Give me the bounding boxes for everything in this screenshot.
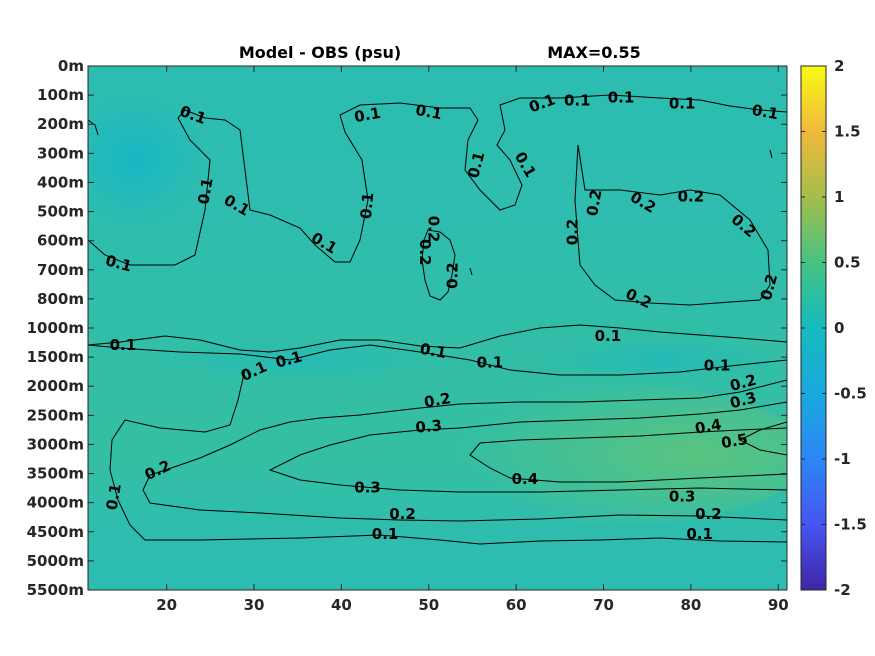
contour-label: 0.1: [608, 89, 635, 107]
y-tick-label: 4500m: [27, 523, 84, 541]
contour-label: 0.2: [563, 219, 581, 246]
contour-label: 0.1: [751, 101, 780, 123]
contour-label: 0.1: [669, 94, 696, 112]
contour-0.1-band-lower: [88, 344, 787, 376]
contour-label: 0.1: [564, 91, 591, 109]
contour-label: 0.2: [583, 188, 605, 217]
contour-label: 0.3: [415, 416, 443, 436]
contour-0.3-deep: [268, 401, 787, 493]
colorbar-tick-label: 1: [834, 188, 844, 206]
x-tick-label: 30: [244, 596, 265, 614]
contour-0.2-east: [574, 144, 771, 306]
y-tick-label: 2500m: [27, 406, 84, 424]
contour-label: 0.2: [695, 505, 722, 523]
colorbar: [800, 65, 827, 591]
contour-0.1-deep: [109, 369, 787, 545]
y-tick-label: 3000m: [27, 435, 84, 453]
x-tick-label: 80: [680, 596, 701, 614]
contour-label: 0.1: [372, 525, 399, 543]
contour-0.2-stub: [469, 267, 473, 276]
y-tick-label: 600m: [37, 232, 84, 250]
contour-0.1-left-lobe: [88, 94, 787, 266]
colorbar-tick-label: 1.5: [834, 123, 861, 141]
contour-label: 0.1: [419, 340, 448, 362]
contour-label: 0.1: [357, 192, 377, 220]
contour-0.1-band-upper: [88, 324, 787, 353]
x-tick-label: 50: [418, 596, 439, 614]
contour-0.2-deep: [142, 379, 787, 522]
y-axis: 0m 100m 200m 300m 400m 500m 600m 700m 800m 1000m 1…: [27, 57, 787, 599]
contour-label: 0.2: [423, 389, 452, 411]
contour-label: 0.2: [389, 505, 416, 523]
y-tick-label: 1500m: [27, 348, 84, 366]
contour-label: 0.1: [103, 482, 125, 511]
contour-label: 0.4: [512, 470, 539, 488]
x-tick-label: 20: [156, 596, 177, 614]
y-tick-label: 5500m: [27, 581, 84, 599]
y-tick-label: 800m: [37, 290, 84, 308]
chart-title-right: MAX=0.55: [547, 43, 641, 62]
contour-label: 0.3: [354, 479, 381, 497]
contour-label: 0.1: [686, 525, 713, 543]
y-tick-label: 300m: [37, 144, 84, 162]
colorbar-tick-label: 2: [834, 57, 844, 75]
contour-label: 0.1: [595, 327, 622, 345]
contour-label: 0.2: [678, 188, 705, 206]
contour-label: 0.5: [720, 430, 749, 452]
contour-label: 0.2: [416, 239, 434, 266]
contour-label: 0.1: [110, 336, 137, 354]
colorbar-tick-label: -2: [834, 581, 851, 599]
y-tick-label: 100m: [37, 86, 84, 104]
contour-label: 0.1: [194, 176, 216, 205]
y-tick-label: 1000m: [27, 319, 84, 337]
contour-label: 0.4: [694, 415, 723, 437]
contour-0.2-small: [421, 229, 456, 301]
colorbar-tick-label: -1: [834, 450, 851, 468]
x-tick-label: 40: [331, 596, 352, 614]
x-tick-label: 90: [768, 596, 789, 614]
y-tick-label: 0m: [58, 57, 84, 75]
x-tick-label: 70: [593, 596, 614, 614]
contour-label: 0.2: [425, 216, 443, 243]
y-tick-label: 3500m: [27, 465, 84, 483]
contour-0.1-stub: [769, 149, 773, 159]
plot-area: [88, 66, 787, 590]
y-tick-label: 400m: [37, 173, 84, 191]
contour-label: 0.2: [444, 262, 462, 289]
y-tick-label: 700m: [37, 261, 84, 279]
chart-title-left: Model - OBS (psu): [239, 43, 401, 62]
colorbar-tick-label: -0.5: [834, 385, 867, 403]
contour-0.5-deep: [738, 421, 787, 456]
colorbar-axis: 2 1.5 1 0.5 0 -0.5 -1 -1.5 -2: [801, 57, 867, 599]
x-axis: 20 30 40 50 60 70 80 90: [156, 66, 789, 614]
colorbar-tick-label: 0: [834, 319, 844, 337]
x-tick-label: 60: [506, 596, 527, 614]
contour-0.4-deep: [469, 427, 787, 483]
y-tick-label: 200m: [37, 115, 84, 133]
contour-label: 0.1: [414, 101, 443, 123]
contour-0.1-left-edge: [88, 119, 99, 136]
y-tick-label: 2000m: [27, 377, 84, 395]
y-tick-label: 500m: [37, 203, 84, 221]
contour-labels: 0.1 0.1 0.1 0.1 0.1 0.1 0.1 0.1 0.1 0.1 0.1 0.1 0.1 0…: [103, 89, 782, 544]
y-tick-label: 5000m: [27, 552, 84, 570]
contour-label: 0.3: [669, 487, 696, 505]
contour-label: 0.1: [353, 104, 382, 126]
colorbar-tick-label: -1.5: [834, 516, 867, 534]
contour-label: 0.1: [477, 353, 504, 371]
contour-label: 0.1: [704, 356, 731, 374]
contour-lines: [88, 94, 787, 545]
colorbar-tick-label: 0.5: [834, 254, 861, 272]
y-tick-label: 4000m: [27, 494, 84, 512]
